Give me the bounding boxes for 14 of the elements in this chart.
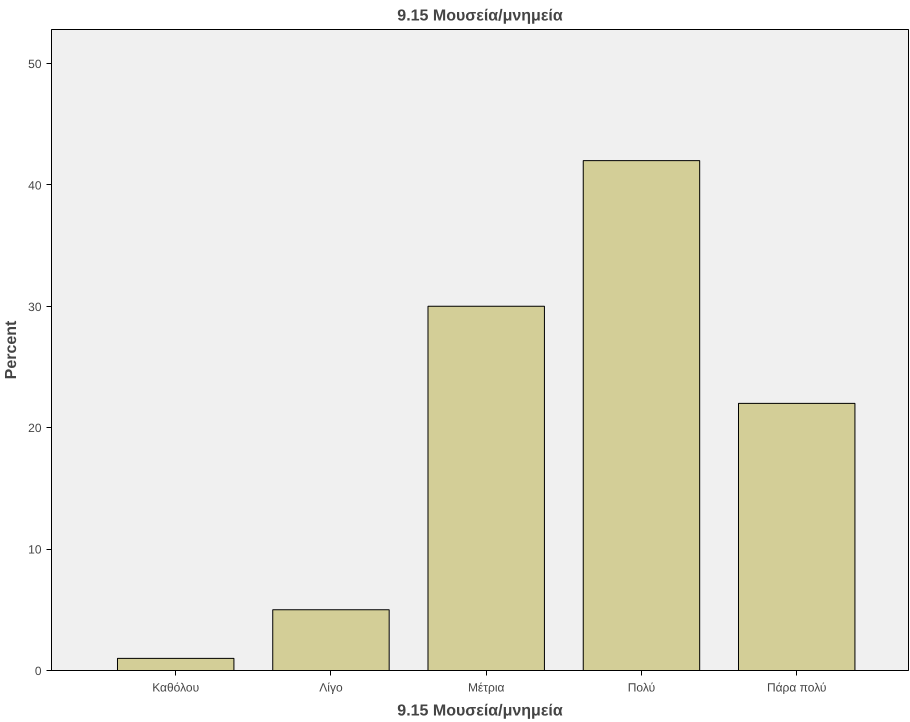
y-tick-label: 40 (28, 178, 42, 192)
y-tick-label: 50 (28, 56, 42, 71)
y-tick-label: 20 (28, 421, 42, 436)
y-axis-title: Percent (3, 320, 20, 380)
x-tick-label: Καθόλου (152, 680, 200, 694)
y-tick-label: 10 (28, 542, 42, 557)
y-tick-label: 30 (28, 300, 42, 314)
x-tick-label: Πολύ (628, 680, 656, 694)
chart-title: 9.15 Μουσεία/μνημεία (397, 8, 563, 24)
x-tick-label: Πάρα πολύ (766, 680, 826, 694)
x-tick-label: Λίγο (319, 680, 343, 694)
y-tick-label: 0 (34, 664, 42, 678)
x-tick-label: Μέτρια (468, 680, 505, 694)
x-axis-title: 9.15 Μουσεία/μνημεία (397, 702, 563, 720)
